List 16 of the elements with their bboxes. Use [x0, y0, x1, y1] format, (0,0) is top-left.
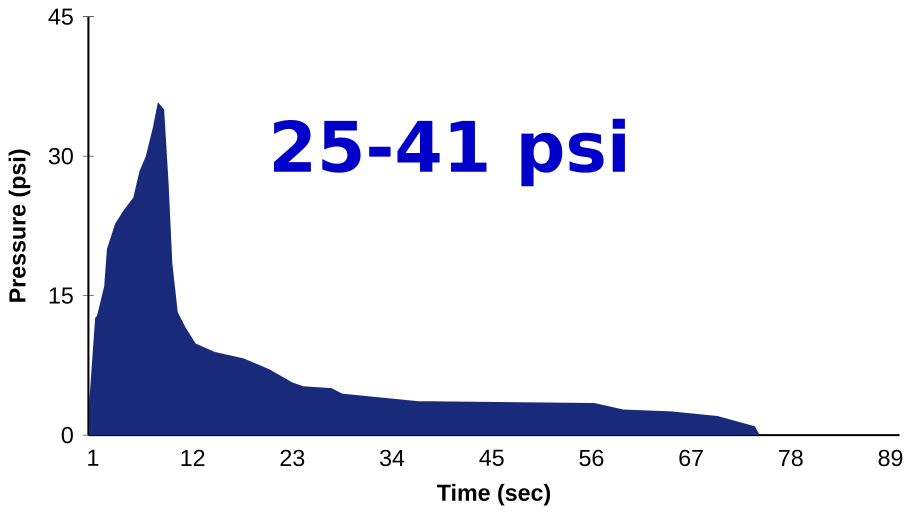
y-tick-label: 45	[48, 8, 73, 25]
x-tick-label: 67	[679, 450, 703, 466]
y-tick-label: 0	[62, 426, 73, 444]
y-tick-label: 15	[50, 288, 73, 304]
x-tick-label: 45	[479, 450, 504, 466]
y-axis-title: Pressure (psi)	[8, 150, 30, 302]
x-tick-label: 12	[182, 450, 204, 466]
annotation: 25-41 psi	[274, 118, 625, 186]
y-tick-label: 30	[48, 148, 73, 164]
x-tick-label: 56	[579, 450, 604, 466]
x-tick-label: 34	[380, 450, 404, 466]
x-axis-title: Time (sec)	[437, 484, 550, 506]
x-tick-label: 1	[88, 450, 98, 466]
x-tick-label: 78	[779, 450, 803, 466]
x-tick-label: 89	[878, 450, 902, 466]
x-tick-label: 23	[280, 450, 304, 466]
